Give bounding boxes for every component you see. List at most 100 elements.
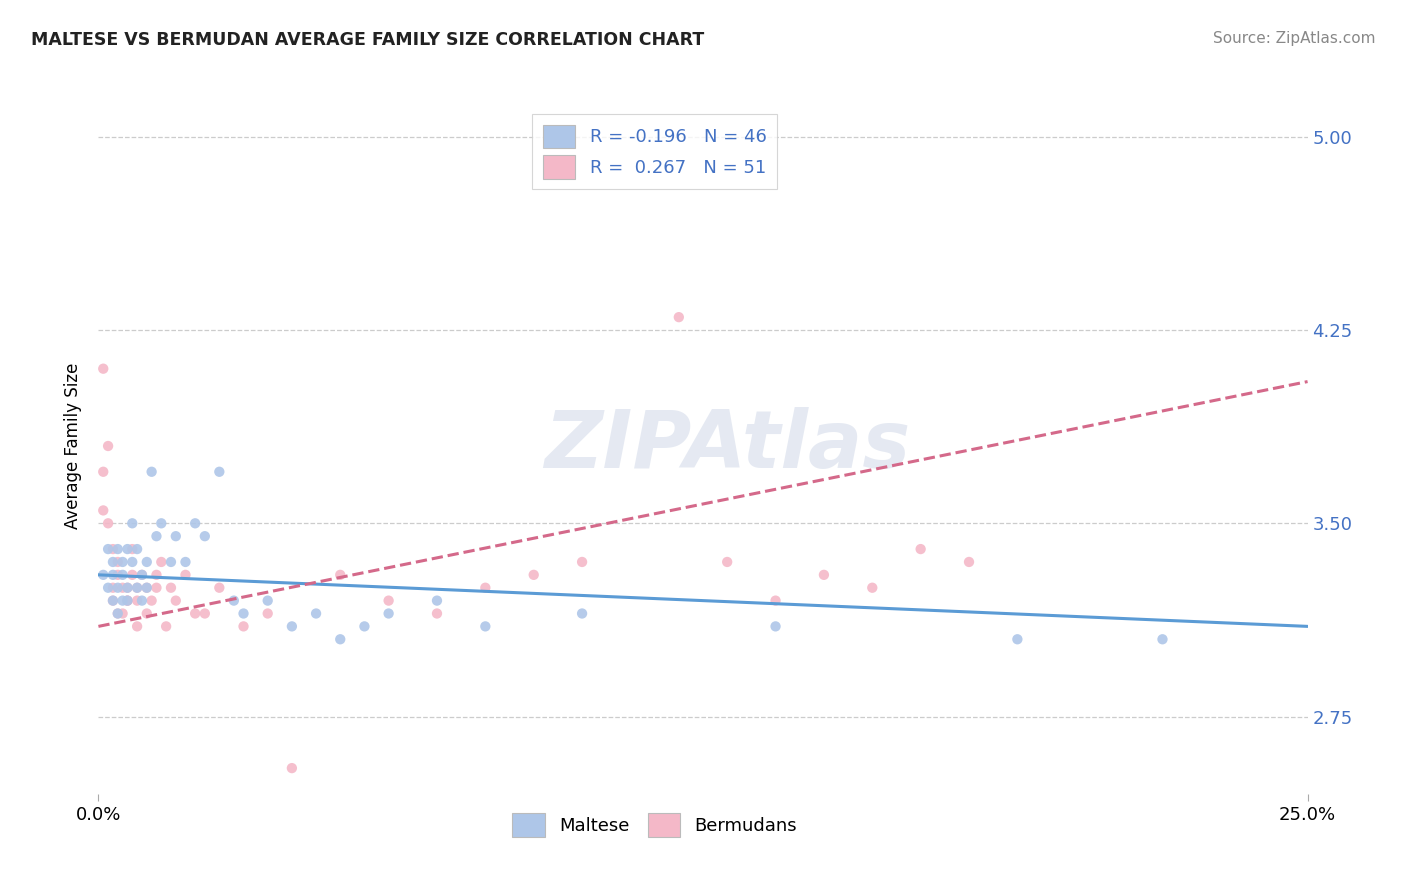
Point [107,581,129,595]
Point [194,607,217,621]
Point [184,607,207,621]
Point [91,361,114,376]
Point [377,607,399,621]
Point [305,607,328,621]
Point [765,593,787,607]
Point [121,555,143,569]
Point [1152,632,1174,647]
Point [97,516,120,531]
Point [111,581,134,595]
Point [353,619,375,633]
Point [111,607,134,621]
Point [127,581,149,595]
Legend: Maltese, Bermudans: Maltese, Bermudans [502,803,808,847]
Point [135,555,157,569]
Point [232,619,254,633]
Point [107,555,129,569]
Point [117,581,139,595]
Point [91,567,114,582]
Point [135,581,157,595]
Point [117,593,139,607]
Point [117,581,139,595]
Point [910,542,932,557]
Point [329,567,352,582]
Point [184,516,207,531]
Text: MALTESE VS BERMUDAN AVERAGE FAMILY SIZE CORRELATION CHART: MALTESE VS BERMUDAN AVERAGE FAMILY SIZE … [31,31,704,49]
Point [117,593,139,607]
Point [145,581,167,595]
Point [208,581,231,595]
Point [165,593,187,607]
Point [101,567,124,582]
Text: ZIPAtlas: ZIPAtlas [544,407,910,485]
Point [135,581,157,595]
Point [957,555,980,569]
Point [474,581,496,595]
Point [145,529,167,543]
Text: Source: ZipAtlas.com: Source: ZipAtlas.com [1212,31,1375,46]
Point [150,516,173,531]
Point [281,619,304,633]
Point [111,593,134,607]
Point [329,632,352,647]
Point [127,593,149,607]
Point [131,567,153,582]
Point [571,607,593,621]
Point [111,567,134,582]
Point [1007,632,1029,647]
Point [174,567,197,582]
Point [765,619,787,633]
Point [107,607,129,621]
Point [174,555,197,569]
Point [155,619,177,633]
Point [107,542,129,557]
Point [111,555,134,569]
Point [107,567,129,582]
Point [523,567,546,582]
Point [426,593,449,607]
Point [131,593,153,607]
Point [101,542,124,557]
Point [256,607,278,621]
Y-axis label: Average Family Size: Average Family Size [65,363,83,529]
Point [127,581,149,595]
Point [860,581,883,595]
Point [97,581,120,595]
Point [117,593,139,607]
Point [281,761,304,775]
Point [141,465,163,479]
Point [97,542,120,557]
Point [150,555,173,569]
Point [141,593,163,607]
Point [91,465,114,479]
Point [121,516,143,531]
Point [813,567,835,582]
Point [426,607,449,621]
Point [165,529,187,543]
Point [131,567,153,582]
Point [474,619,496,633]
Point [121,542,143,557]
Point [222,593,245,607]
Point [117,542,139,557]
Point [668,310,690,325]
Point [101,593,124,607]
Point [101,593,124,607]
Point [232,607,254,621]
Point [91,503,114,517]
Point [97,439,120,453]
Point [716,555,738,569]
Point [101,581,124,595]
Point [160,581,183,595]
Point [377,593,399,607]
Point [135,607,157,621]
Point [194,529,217,543]
Point [208,465,231,479]
Point [145,567,167,582]
Point [571,555,593,569]
Point [127,542,149,557]
Point [256,593,278,607]
Point [160,555,183,569]
Point [101,555,124,569]
Point [127,619,149,633]
